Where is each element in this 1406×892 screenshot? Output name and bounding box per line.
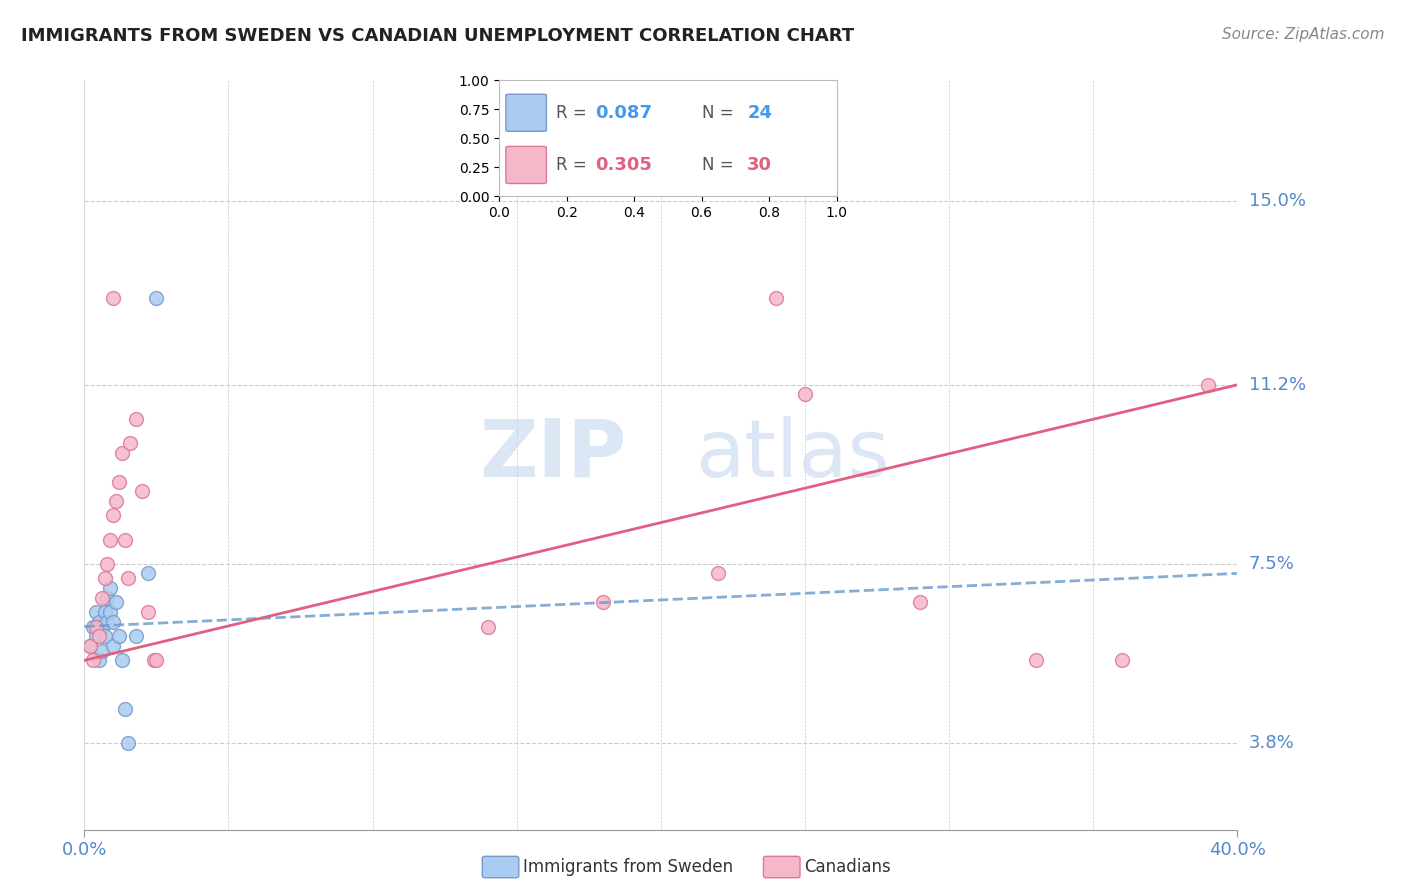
Point — [84, 605, 107, 619]
Text: R =: R = — [557, 103, 592, 121]
Point — [131, 484, 153, 499]
Point — [142, 653, 165, 667]
Point — [84, 629, 107, 643]
Text: N =: N = — [702, 103, 738, 121]
Text: N =: N = — [702, 156, 738, 174]
Point — [477, 619, 499, 633]
Text: 0.087: 0.087 — [595, 103, 652, 121]
Point — [90, 619, 112, 633]
Point — [136, 605, 159, 619]
Text: 0.305: 0.305 — [595, 156, 652, 174]
Text: Source: ZipAtlas.com: Source: ZipAtlas.com — [1222, 27, 1385, 42]
Point — [1198, 377, 1220, 392]
Text: 24: 24 — [747, 103, 772, 121]
Point — [82, 619, 104, 633]
Text: Immigrants from Sweden: Immigrants from Sweden — [523, 858, 733, 876]
FancyBboxPatch shape — [506, 95, 547, 131]
Point — [103, 639, 124, 653]
Point — [103, 508, 124, 523]
Point — [111, 653, 134, 667]
Text: 15.0%: 15.0% — [1249, 192, 1306, 211]
Point — [114, 533, 136, 547]
Point — [136, 566, 159, 581]
Point — [98, 581, 121, 595]
Point — [96, 615, 118, 629]
Point — [125, 629, 148, 643]
Point — [87, 629, 110, 643]
Point — [120, 435, 142, 450]
Text: ZIP: ZIP — [479, 416, 626, 494]
Text: 3.8%: 3.8% — [1249, 733, 1295, 752]
Point — [114, 702, 136, 716]
Point — [592, 595, 614, 609]
Point — [111, 445, 134, 459]
Point — [93, 605, 115, 619]
Point — [98, 605, 121, 619]
Text: IMMIGRANTS FROM SWEDEN VS CANADIAN UNEMPLOYMENT CORRELATION CHART: IMMIGRANTS FROM SWEDEN VS CANADIAN UNEMP… — [21, 27, 855, 45]
Text: R =: R = — [557, 156, 592, 174]
Point — [90, 643, 112, 657]
Point — [1111, 653, 1133, 667]
Point — [98, 533, 121, 547]
Point — [96, 591, 118, 605]
Text: 11.2%: 11.2% — [1249, 376, 1306, 394]
Point — [96, 557, 118, 571]
Point — [93, 629, 115, 643]
Point — [87, 615, 110, 629]
Point — [82, 653, 104, 667]
FancyBboxPatch shape — [506, 146, 547, 184]
Text: atlas: atlas — [696, 416, 890, 494]
Point — [103, 615, 124, 629]
Point — [707, 566, 730, 581]
Point — [105, 493, 128, 508]
Point — [105, 595, 128, 609]
Point — [79, 639, 101, 653]
Point — [145, 291, 167, 305]
Point — [794, 387, 817, 401]
Point — [910, 595, 932, 609]
Point — [108, 475, 131, 489]
Point — [90, 591, 112, 605]
Point — [84, 619, 107, 633]
Point — [125, 411, 148, 425]
Point — [1025, 653, 1047, 667]
Point — [87, 653, 110, 667]
Point — [765, 291, 787, 305]
Point — [108, 629, 131, 643]
Text: 7.5%: 7.5% — [1249, 555, 1295, 573]
Point — [93, 571, 115, 585]
Text: Canadians: Canadians — [804, 858, 891, 876]
Text: 30: 30 — [747, 156, 772, 174]
Point — [117, 571, 139, 585]
Point — [145, 653, 167, 667]
Point — [117, 735, 139, 749]
Point — [103, 291, 124, 305]
Point — [79, 639, 101, 653]
